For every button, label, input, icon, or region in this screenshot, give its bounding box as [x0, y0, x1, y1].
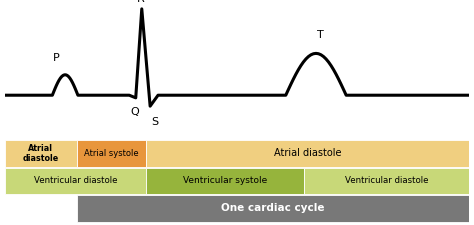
- FancyBboxPatch shape: [304, 168, 469, 194]
- FancyBboxPatch shape: [5, 140, 77, 166]
- Text: Atrial systole: Atrial systole: [84, 149, 139, 158]
- Text: S: S: [151, 117, 158, 127]
- Text: One cardiac cycle: One cardiac cycle: [221, 203, 325, 214]
- Text: Ventricular systole: Ventricular systole: [183, 176, 267, 185]
- FancyBboxPatch shape: [77, 195, 469, 222]
- Text: Ventricular diastole: Ventricular diastole: [345, 176, 428, 185]
- FancyBboxPatch shape: [146, 140, 469, 166]
- FancyBboxPatch shape: [5, 168, 146, 194]
- Text: Atrial
diastole: Atrial diastole: [23, 144, 59, 163]
- Text: Q: Q: [130, 107, 139, 117]
- FancyBboxPatch shape: [146, 168, 304, 194]
- Text: Ventricular diastole: Ventricular diastole: [34, 176, 118, 185]
- Text: R: R: [137, 0, 145, 4]
- FancyBboxPatch shape: [77, 140, 146, 166]
- Text: P: P: [53, 53, 59, 63]
- Text: Atrial diastole: Atrial diastole: [274, 148, 342, 158]
- Text: T: T: [317, 30, 324, 40]
